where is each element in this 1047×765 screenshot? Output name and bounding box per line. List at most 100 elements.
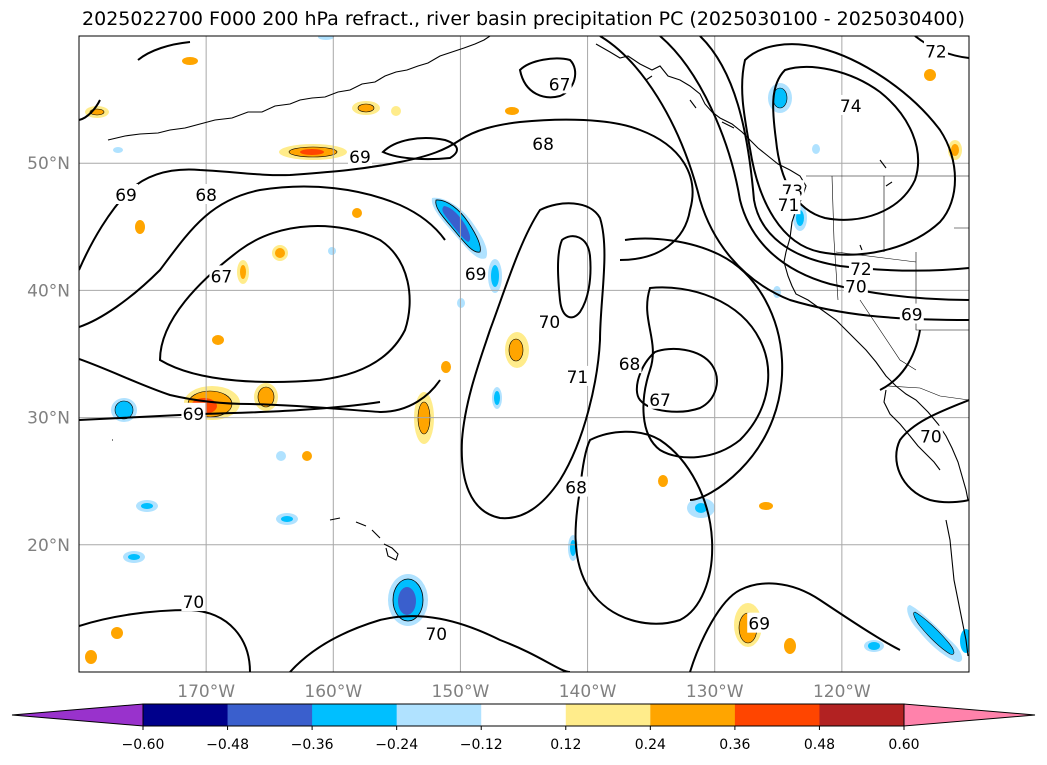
shade-blob-hawaii-south: [388, 574, 428, 626]
colorbar-tick-label: −0.36: [291, 737, 334, 753]
contour-label-bg: [923, 40, 948, 61]
lat-tick-label: 50°N: [27, 154, 70, 174]
contour-label: 68: [619, 355, 641, 375]
contour-label-bg: [848, 257, 873, 278]
contour-label-bg: [838, 94, 863, 115]
lon-tick-label: 130°W: [686, 682, 744, 702]
lon-tick-label: 160°W: [304, 682, 362, 702]
contour-67-inner: [635, 347, 718, 413]
contour-label: 69: [115, 186, 137, 206]
contour-label-bg: [648, 388, 673, 409]
contour-label: 71: [778, 196, 800, 216]
lon-tick-label: 170°W: [177, 682, 235, 702]
contour-label-bg: [463, 262, 488, 283]
coastlines: [107, 36, 969, 657]
colorbar-extend-min: [11, 703, 144, 727]
contour-label-bg: [209, 265, 234, 286]
colorbar-bin: [227, 704, 313, 726]
contour-central-70: [460, 202, 606, 520]
shade-blob-west-coast-nw: [768, 83, 792, 113]
colorbar-bin: [312, 704, 398, 726]
coastline-mexico: [945, 519, 969, 657]
contour-label: 67: [649, 391, 671, 411]
colorbar-extend-max: [903, 703, 1036, 727]
contour-label: 72: [850, 260, 872, 280]
contour-label-bg: [537, 311, 562, 332]
lat-tick-label: 40°N: [27, 281, 70, 301]
contour-jet-74: [741, 43, 956, 256]
shade-blob-north-central: [431, 197, 488, 259]
contour-label: 70: [845, 278, 867, 298]
lon-tick-label: 150°W: [432, 682, 490, 702]
lat-tick-label: 20°N: [27, 536, 70, 556]
border-us-mexico: [887, 385, 969, 401]
colorbar-tick-label: −0.24: [375, 737, 418, 753]
political-borders: [806, 175, 969, 401]
colorbar-bin: [819, 704, 905, 726]
contour-misc-west: [79, 41, 191, 121]
contour-label: 68: [565, 479, 587, 499]
colorbar-bin: [396, 704, 482, 726]
contour-label-bg: [181, 591, 206, 612]
contour-label: 67: [211, 267, 233, 287]
contour-jet-72: [659, 36, 969, 301]
contour-label: 69: [465, 265, 487, 285]
colorbar-tick-label: 0.24: [635, 737, 666, 753]
shade-blob-baja-south: [907, 605, 963, 662]
contour-label: 70: [920, 428, 942, 448]
contour-label: 69: [901, 306, 923, 326]
contour-69-top: [381, 137, 458, 161]
contour-68-south: [574, 430, 714, 625]
contour-east-70: [895, 399, 969, 504]
colorbar-bin: [650, 704, 736, 726]
contour-label-bg: [564, 476, 589, 497]
contour-label: 69: [349, 148, 371, 168]
contour-label: 70: [425, 625, 447, 645]
contour-west-69: [79, 118, 694, 271]
shade-blob-pos-north: [279, 144, 347, 160]
map-title: 2025022700 F000 200 hPa refract., river …: [82, 8, 965, 30]
colorbar-tick-label: 0.48: [804, 737, 835, 753]
colorbar-tick-label: 0.60: [888, 737, 919, 753]
coastline-alaska: [107, 36, 491, 141]
contour-label: 67: [549, 75, 571, 95]
contour-label: 74: [840, 97, 862, 117]
contour-label: 69: [183, 405, 205, 425]
contour-label: 70: [183, 593, 205, 613]
contour-70-south-b: [289, 615, 571, 672]
contour-label-bg: [424, 622, 449, 643]
longitude-tick-labels: 170°W 160°W 150°W 140°W 130°W 120°W: [177, 682, 871, 702]
contour-label-bg: [617, 353, 642, 374]
contour-central-71: [557, 235, 592, 319]
colorbar-bin: [565, 704, 651, 726]
contour-69-band: [79, 401, 381, 421]
colorbar-tick-label: −0.48: [206, 737, 249, 753]
contour-69-lower: [79, 358, 441, 414]
gridlines: [79, 36, 969, 672]
colorbar-tick-label: −0.60: [122, 737, 165, 753]
lat-tick-label: 30°N: [27, 409, 70, 429]
shade-blob-neg-misc: [111, 36, 969, 653]
contour-label-bg: [918, 425, 943, 446]
colorbar-bin: [734, 704, 820, 726]
contour-label-bg: [565, 365, 590, 386]
map-frame: [78, 35, 970, 673]
colorbar-outline: [142, 703, 905, 727]
lon-tick-label: 140°W: [559, 682, 617, 702]
contour-label-bg: [776, 194, 801, 215]
contour-label-bg: [531, 133, 556, 154]
contour-east-69: [879, 329, 921, 391]
contour-label-bg: [843, 275, 868, 296]
contour-67-right: [642, 286, 770, 459]
contour-label-bg: [347, 145, 372, 166]
colorbar-tick-label: 0.12: [550, 737, 581, 753]
contour-label-bg: [747, 612, 772, 633]
colorbar-tick-label: −0.12: [460, 737, 503, 753]
contour-label-bg: [547, 73, 572, 94]
latitude-tick-labels: 20°N 30°N 40°N 50°N: [27, 154, 70, 556]
border-states: [831, 175, 969, 371]
colorbar: −0.60 −0.48 −0.36 −0.24 −0.12 0.12 0.24 0.36 0.4…: [11, 703, 1036, 753]
contour-label: 70: [539, 313, 561, 333]
contour-label: 72: [925, 42, 947, 62]
